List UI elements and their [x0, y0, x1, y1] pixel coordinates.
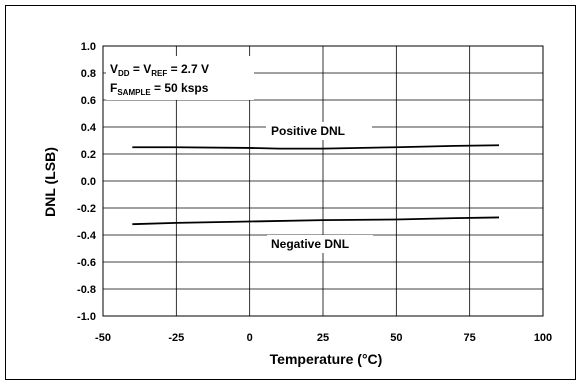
supply-conditions-label: VDD = VREF = 2.7 V — [110, 62, 209, 78]
x-tick-label: 100 — [534, 332, 552, 344]
y-tick-label: -0.6 — [77, 257, 96, 269]
y-tick-label: 0.2 — [81, 149, 96, 161]
y-tick-label: -0.8 — [77, 284, 96, 296]
conditions-box-bg — [106, 56, 254, 100]
x-axis: -50 -25 0 25 50 75 100 — [95, 332, 552, 344]
y-axis: 1.0 0.8 0.6 0.4 0.2 0.0 -0.2 -0.4 -0.6 -0.8 -1.0 — [77, 41, 97, 323]
chart-frame — [5, 5, 576, 380]
y-tick-label: 0.6 — [81, 95, 96, 107]
series-layer — [132, 144, 500, 226]
gridlines — [103, 46, 543, 316]
y-tick-label: -0.2 — [77, 203, 96, 215]
x-tick-label: 0 — [247, 332, 253, 344]
positive-dnl-label: Positive DNL — [271, 124, 345, 138]
x-tick-label: 25 — [317, 332, 329, 344]
sample-rate-label: FSAMPLE = 50 ksps — [110, 81, 209, 97]
y-tick-label: 0.4 — [81, 122, 97, 134]
x-tick-label: -25 — [168, 332, 184, 344]
x-axis-title: Temperature (°C) — [270, 351, 383, 367]
y-tick-label: -1.0 — [77, 311, 96, 323]
x-tick-label: 75 — [464, 332, 476, 344]
y-tick-label: -0.4 — [77, 230, 97, 242]
positive-dnl-label-bg — [266, 122, 372, 140]
negative-dnl-line — [132, 216, 500, 226]
y-axis-title: DNL (LSB) — [42, 147, 58, 217]
negative-dnl-label: Negative DNL — [271, 237, 349, 251]
y-tick-label: 0.0 — [81, 176, 96, 188]
y-tick-label: 1.0 — [81, 41, 96, 53]
positive-dnl-line — [132, 144, 500, 150]
negative-dnl-label-bg — [267, 235, 373, 253]
y-tick-label: 0.8 — [81, 68, 96, 80]
x-tick-label: 50 — [390, 332, 402, 344]
x-tick-label: -50 — [95, 332, 111, 344]
